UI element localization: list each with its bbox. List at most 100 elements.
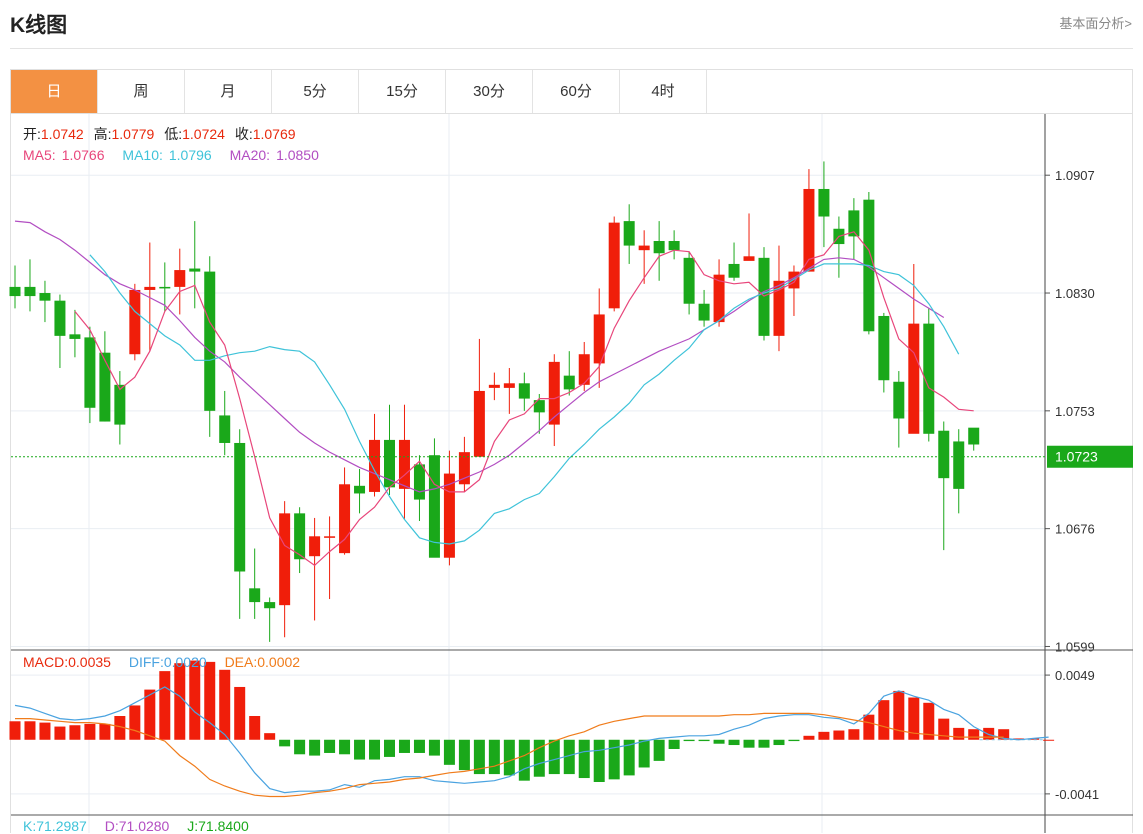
tab-1[interactable]: 周 [98,70,185,113]
candle-body-56 [848,210,860,237]
tab-2[interactable]: 月 [185,70,272,113]
macd-bar-22 [339,739,351,755]
ma5-label: MA5: [23,147,56,163]
macd-bar-47 [713,739,725,744]
low-value: 1.0724 [182,126,225,142]
period-tabs: 日周月 5分 15分 30分 60分 4时 [10,69,1133,113]
macd-bar-44 [668,739,680,749]
candle-body-51 [773,280,785,336]
macd-bar-40 [608,739,620,780]
macd-bar-51 [773,739,785,746]
candle-body-25 [384,439,395,488]
candle-body-30 [458,452,470,485]
ma20-label: MA20: [229,147,271,163]
candle-body-41 [623,221,635,246]
candle-body-2 [39,293,51,301]
high-label: 高: [93,126,112,142]
diff-line [14,686,1049,794]
macd-bar-12 [189,660,201,740]
macd-bar-69 [1043,739,1055,741]
macd-bar-5 [84,723,96,740]
candle-body-24 [369,439,381,492]
macd-bar-27 [413,739,425,753]
candle-body-34 [518,383,530,399]
macd-bar-45 [683,739,695,742]
candle-body-61 [923,323,935,434]
macd-bar-66 [998,729,1010,740]
k-value: 71.2987 [36,818,87,834]
tab-3[interactable]: 5分 [272,70,359,113]
macd-bar-19 [294,739,306,755]
candle-body-29 [443,473,455,558]
macd-bar-2 [39,722,51,740]
macd-bar-15 [234,686,246,740]
tab-6[interactable]: 60分 [533,70,620,113]
macd-tick-label-0: 0.0049 [1055,668,1095,683]
candle-body-39 [593,314,605,364]
candle-body-40 [608,222,620,309]
candle-body-64 [968,427,980,445]
macd-legend: MACD:0.0035 DIFF:0.0020 DEA:0.0002 [23,654,306,670]
tab-0[interactable]: 日 [11,70,98,113]
fundamental-analysis-link[interactable]: 基本面分析> [1059,16,1132,31]
candle-body-49 [743,256,755,261]
current-price-label: 1.0723 [1055,449,1098,465]
candle-body-35 [533,400,545,413]
current-price-badge [1047,445,1133,468]
price-tick-label-2: 1.0753 [1055,404,1095,419]
tab-5[interactable]: 30分 [446,70,533,113]
ma5-line [74,231,974,567]
d-label: D: [104,818,119,834]
candle-body-17 [264,602,276,609]
macd-bar-35 [533,739,545,777]
candle-body-58 [878,315,890,381]
macd-bar-59 [893,690,905,740]
macd-bar-62 [938,718,950,740]
candle-body-12 [189,268,201,272]
macd-bar-1 [24,721,36,740]
macd-bar-52 [788,739,800,742]
macd-bar-49 [743,739,755,748]
candle-body-16 [249,588,261,603]
macd-bar-36 [548,739,560,775]
open-value: 1.0742 [40,126,84,142]
macd-bar-25 [384,739,395,757]
macd-bar-11 [174,663,186,740]
macd-bar-60 [908,697,920,740]
candle-body-47 [713,274,725,323]
macd-bar-13 [204,661,216,740]
tab-4[interactable]: 15分 [359,70,446,113]
open-label: 开: [23,126,41,142]
candle-body-18 [279,513,291,606]
macd-bar-38 [578,739,590,779]
candle-body-13 [204,271,216,411]
candle-body-19 [294,513,306,560]
diff-label: DIFF: [128,654,164,670]
macd-bar-63 [953,727,965,740]
candle-body-5 [84,337,96,408]
macd-bar-48 [728,739,740,746]
macd-bar-6 [99,723,111,740]
macd-bar-17 [264,733,276,740]
macd-bar-28 [428,739,440,756]
candle-body-20 [309,536,321,557]
macd-bar-30 [458,739,470,771]
macd-bar-54 [818,731,830,740]
candle-body-15 [234,442,246,572]
price-tick-label-4: 1.0599 [1055,639,1095,654]
ma10-label: MA10: [122,147,163,163]
candle-body-33 [503,383,515,388]
candle-body-0 [9,286,21,297]
candle-body-44 [668,240,680,251]
candle-body-23 [354,485,366,494]
macd-bar-68 [1028,738,1040,740]
candle-body-43 [653,240,665,254]
macd-bar-55 [833,730,845,740]
macd-bar-39 [593,739,605,782]
macd-bar-31 [473,739,485,775]
candle-body-52 [788,271,800,289]
candle-body-50 [758,257,770,336]
tab-7[interactable]: 4时 [620,70,707,113]
close-value: 1.0769 [252,126,296,142]
